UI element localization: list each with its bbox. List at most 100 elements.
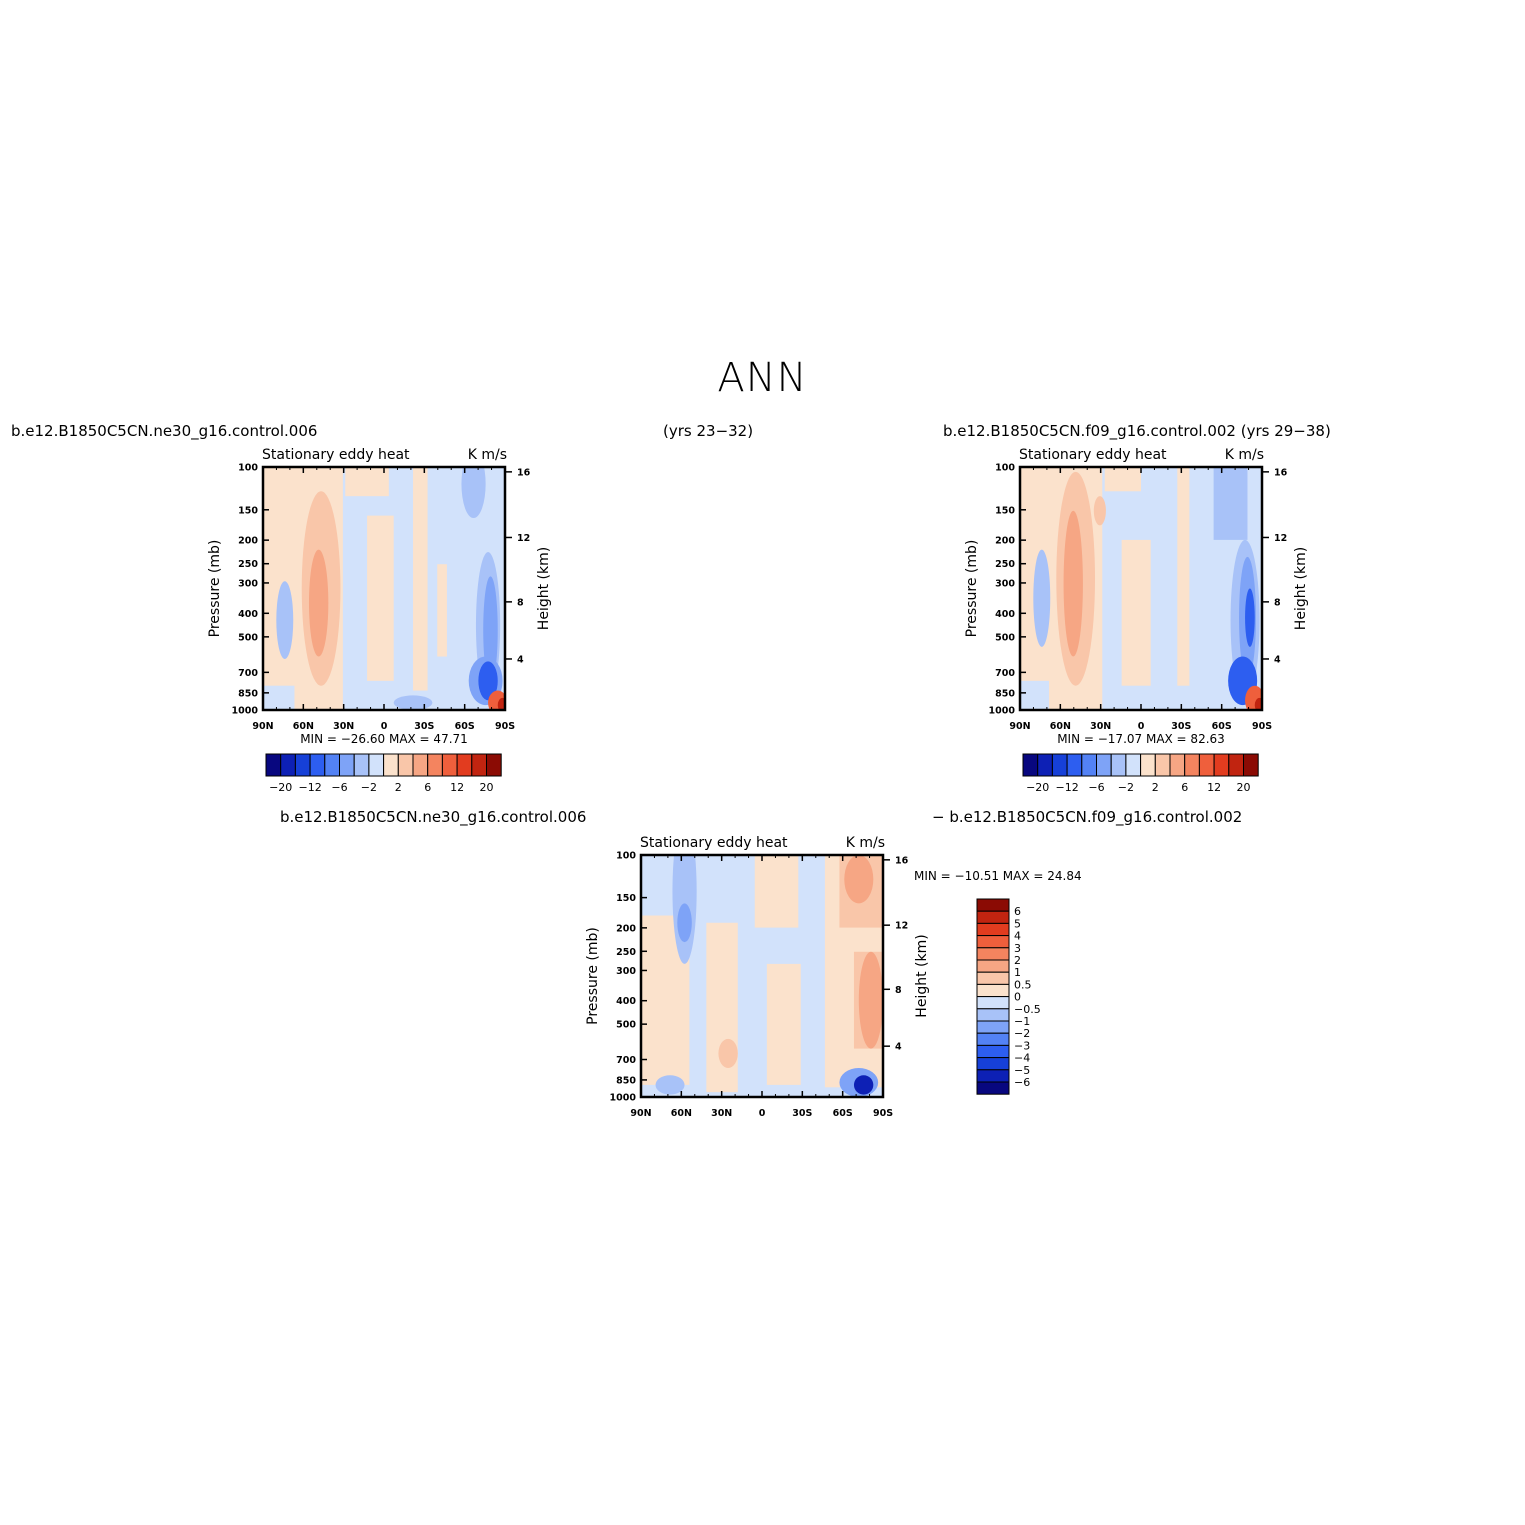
colorbar-box [976, 959, 1010, 973]
colorbar-box [456, 753, 473, 777]
colorbar-label: 12 [450, 781, 464, 794]
subtitle-left: Stationary eddy heat [1019, 447, 1167, 463]
x-tick-label: 60S [455, 721, 475, 732]
x-tick-label: 0 [759, 1108, 766, 1119]
x-tick-label: 90N [630, 1108, 651, 1119]
colorbar-box [383, 753, 399, 777]
y-right-tick-label: 12 [517, 533, 530, 544]
x-tick-label: 30N [1090, 721, 1111, 732]
x-tick-label: 90S [1252, 721, 1272, 732]
x-tick-label: 90N [252, 721, 273, 732]
contour-field [1020, 467, 1262, 710]
y-tick-label: 700 [238, 668, 258, 679]
colorbar-label: −1 [1014, 1015, 1030, 1028]
colorbar-box [976, 947, 1010, 961]
x-tick-label: 60N [293, 721, 314, 732]
y-tick-label: 150 [238, 505, 258, 516]
colorbar-box [976, 1081, 1010, 1095]
contour-field [641, 855, 883, 1097]
y-right-tick-label: 4 [895, 1042, 902, 1053]
colorbar-box [1213, 753, 1230, 777]
colorbar-box [976, 1044, 1010, 1059]
colorbar-label: 20 [480, 781, 494, 794]
y-tick-label: 200 [616, 923, 636, 934]
y-right-tick-label: 16 [1274, 467, 1288, 478]
colorbar-box [976, 1057, 1010, 1071]
minmax-label: MIN = −10.51 MAX = 24.84 [914, 869, 1082, 883]
page-title: ANN [717, 355, 808, 401]
colorbar-box [1066, 753, 1083, 777]
colorbar-box [368, 753, 385, 777]
y-tick-label: 300 [616, 966, 636, 977]
x-tick-label: 60S [833, 1108, 853, 1119]
colorbar-box [976, 922, 1010, 937]
contour-region [276, 581, 294, 659]
right-case-label: b.e12.B1850C5CN.f09_g16.control.002 (yrs… [943, 422, 1331, 440]
contour-region [706, 922, 738, 1093]
y-axis-title: Pressure (mb) [964, 540, 980, 638]
contour-region [718, 1038, 738, 1068]
contour-region [754, 855, 799, 928]
x-tick-label: 0 [1138, 721, 1145, 732]
colorbar-label: −5 [1014, 1064, 1030, 1077]
colorbar-box [976, 1020, 1010, 1034]
y-tick-label: 100 [995, 463, 1015, 474]
contour-region [1121, 539, 1151, 686]
colorbar-label: 2 [395, 781, 402, 794]
x-tick-label: 90N [1009, 721, 1030, 732]
colorbar-box [1140, 753, 1156, 777]
colorbar-box [1184, 753, 1200, 777]
colorbar-label: 12 [1207, 781, 1221, 794]
y-tick-label: 500 [995, 632, 1015, 643]
colorbar-label: −6 [1014, 1076, 1030, 1089]
colorbar-box [1125, 753, 1142, 777]
y-tick-label: 100 [238, 463, 258, 474]
contour-region [497, 697, 505, 710]
colorbar-label: 6 [424, 781, 431, 794]
y-tick-label: 700 [995, 668, 1015, 679]
colorbar-box [265, 753, 282, 777]
y-right-axis-title: Height (km) [1293, 547, 1309, 630]
x-tick-label: 90S [495, 721, 515, 732]
y-tick-label: 300 [238, 578, 258, 589]
colorbar-box [976, 1069, 1010, 1083]
y-tick-label: 300 [995, 578, 1015, 589]
y-right-tick-label: 4 [517, 654, 524, 665]
colorbar-label: 0.5 [1014, 978, 1032, 991]
colorbar-label: −12 [1055, 781, 1078, 794]
x-tick-label: 60S [1212, 721, 1232, 732]
y-right-tick-label: 4 [1274, 654, 1281, 665]
contour-region [345, 467, 389, 497]
y-tick-label: 850 [616, 1075, 636, 1086]
x-tick-label: 30S [792, 1108, 812, 1119]
contour-region [437, 564, 447, 657]
contour-region [367, 515, 394, 681]
colorbar-box [471, 753, 487, 777]
y-tick-label: 1000 [610, 1093, 637, 1104]
contour-region [1104, 467, 1141, 492]
y-tick-label: 1000 [989, 706, 1016, 717]
colorbar-box [1198, 753, 1215, 777]
contour-region [1063, 510, 1083, 657]
contour-region [1177, 467, 1190, 686]
chart-panel-top-right: Stationary eddy heat K m/s 90N 60N 30N 0 30S 60… [964, 447, 1309, 794]
colorbar-box [976, 971, 1010, 985]
colorbar-label: 3 [1014, 942, 1021, 955]
colorbar-label: 0 [1014, 991, 1021, 1004]
colorbar-box [976, 935, 1010, 949]
x-tick-label: 0 [381, 721, 388, 732]
x-tick-label: 30S [414, 721, 434, 732]
colorbar-label: −20 [269, 781, 292, 794]
contour-region [413, 467, 428, 691]
y-tick-label: 250 [995, 559, 1015, 570]
contour-region [858, 951, 883, 1049]
subtitle-units: K m/s [468, 447, 507, 463]
contour-region [478, 661, 498, 701]
colorbar-box [412, 753, 429, 777]
y-tick-label: 500 [238, 632, 258, 643]
y-tick-label: 850 [995, 688, 1015, 699]
contour-region [1254, 697, 1262, 710]
y-tick-label: 500 [616, 1020, 636, 1031]
colorbar-box [397, 753, 414, 777]
